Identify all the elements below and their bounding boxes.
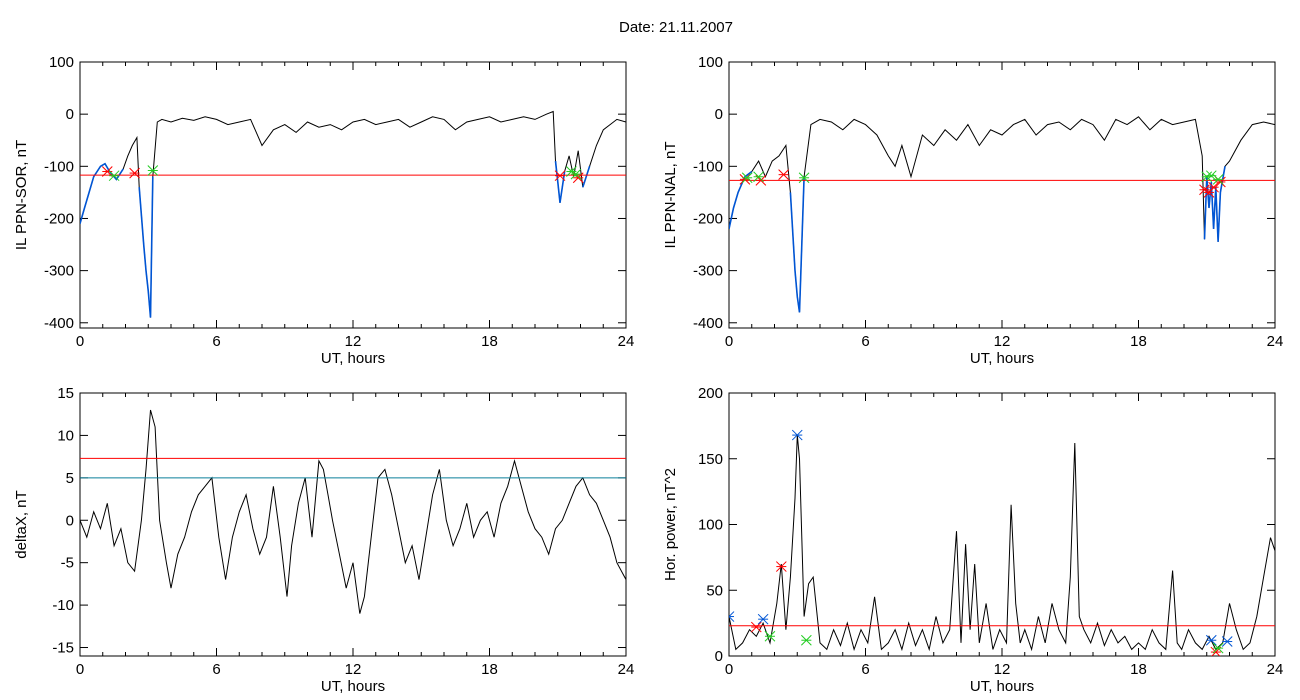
x-tick-label: 18 [481, 333, 498, 350]
y-tick-label: -15 [52, 640, 74, 657]
y-tick-label: 100 [698, 54, 723, 71]
x-tick-label: 24 [618, 333, 635, 350]
y-tick-label: 50 [706, 582, 723, 599]
marker-red [750, 621, 762, 633]
y-tick-label: 150 [698, 451, 723, 468]
plot-frame [79, 392, 627, 657]
y-tick-label: 100 [698, 517, 723, 534]
marker-green [764, 630, 776, 642]
y-tick-label: 15 [57, 385, 74, 402]
y-tick-label: -400 [693, 315, 723, 332]
chart-nal: 0 6 12 18 24 -400 -300 -200 -100 0 100 UT, hours IL … [662, 54, 1283, 367]
x-tick-label: 24 [1267, 333, 1284, 350]
y-tick-label: 200 [698, 385, 723, 402]
x-tick-label: 0 [76, 661, 84, 678]
x-axis-label: UT, hours [970, 678, 1034, 695]
marker-green [1212, 173, 1224, 185]
x-tick-label: 18 [1130, 661, 1147, 678]
marker-green [1212, 642, 1224, 654]
x-tick-label: 12 [345, 333, 362, 350]
x-tick-label: 6 [212, 661, 220, 678]
marker-green [753, 171, 764, 183]
x-tick-label: 12 [994, 661, 1011, 678]
y-tick-label: 0 [715, 106, 723, 123]
y-tick-label: -100 [693, 158, 723, 175]
x-tick-label: 0 [725, 661, 733, 678]
y-tick-label: 0 [66, 106, 74, 123]
y-axis-label: IL PPN-NAL, nT [662, 142, 679, 249]
x-tick-label: 18 [1130, 333, 1147, 350]
x-tick-label: 12 [345, 661, 362, 678]
marker-red [778, 169, 789, 181]
y-tick-label: -400 [44, 315, 74, 332]
marker-green [800, 634, 812, 646]
signal-line [80, 409, 626, 614]
x-axis-label: UT, hours [321, 350, 385, 367]
x-tick-label: 0 [76, 333, 84, 350]
x-tick-label: 24 [1267, 661, 1284, 678]
x-axis-label: UT, hours [321, 678, 385, 695]
plot-area [80, 409, 626, 614]
marker-green [108, 170, 120, 182]
x-tick-label: 12 [994, 333, 1011, 350]
y-axis-label: deltaX, nT [13, 490, 30, 558]
plot-area [80, 110, 626, 318]
marker-blue [729, 611, 735, 622]
y-tick-label: 0 [66, 512, 74, 529]
marker-red [1208, 181, 1219, 193]
signal-line [729, 435, 1275, 652]
marker-green [570, 168, 582, 180]
y-tick-label: 10 [57, 427, 74, 444]
plot-frame [79, 61, 627, 329]
below-threshold-segment [582, 166, 591, 188]
x-tick-label: 18 [481, 661, 498, 678]
marker-blue [1205, 634, 1217, 646]
marker-blue [1221, 636, 1233, 647]
y-tick-label: -300 [693, 263, 723, 280]
signal-line [80, 110, 626, 318]
plot-frame [728, 392, 1276, 657]
x-tick-label: 6 [861, 333, 869, 350]
plot-area [729, 116, 1275, 313]
figure-title: Date: 21.11.2007 [619, 19, 733, 36]
signal-line [729, 116, 1275, 313]
chart-sor: 0 6 12 18 24 -400 -300 -200 -100 0 100 UT, hours IL … [13, 54, 634, 367]
marker-green [798, 172, 810, 184]
below-threshold-segment [554, 161, 566, 203]
marker-blue-stroke [729, 615, 735, 622]
x-axis-label: UT, hours [970, 350, 1034, 367]
marker-red [129, 167, 140, 179]
y-tick-label: -300 [44, 263, 74, 280]
chart-power: 0 6 12 18 24 0 50 100 150 200 UT, hours Hor. power,… [662, 385, 1283, 695]
chart-deltax: 0 6 12 18 24 -15 -10 -5 0 5 10 15 UT, hours deltaX, n… [13, 385, 634, 695]
plot-frame [728, 61, 1276, 329]
y-tick-label: -10 [52, 597, 74, 614]
y-tick-label: -200 [44, 210, 74, 227]
y-tick-label: -200 [693, 210, 723, 227]
marker-blue [791, 429, 803, 441]
y-axis-label: IL PPN-SOR, nT [13, 140, 30, 250]
y-tick-label: -100 [44, 158, 74, 175]
y-tick-label: 5 [66, 470, 74, 487]
marker-blue-stroke [729, 611, 735, 618]
y-axis-label: Hor. power, nT^2 [662, 468, 679, 581]
x-tick-label: 24 [618, 661, 635, 678]
x-tick-label: 0 [725, 333, 733, 350]
y-tick-label: 0 [715, 648, 723, 665]
below-threshold-segment [80, 162, 124, 224]
plot-area [729, 429, 1275, 656]
below-threshold-segment [789, 176, 805, 313]
y-tick-label: -5 [61, 555, 74, 572]
marker-blue [757, 613, 769, 625]
below-threshold-segment [729, 170, 753, 230]
marker-green [147, 165, 159, 176]
y-tick-label: 100 [49, 54, 74, 71]
x-tick-label: 6 [212, 333, 220, 350]
below-threshold-segment [138, 176, 154, 318]
marker-red [775, 561, 787, 572]
marker-green [741, 172, 753, 184]
marker-red [554, 170, 566, 182]
x-tick-label: 6 [861, 661, 869, 678]
